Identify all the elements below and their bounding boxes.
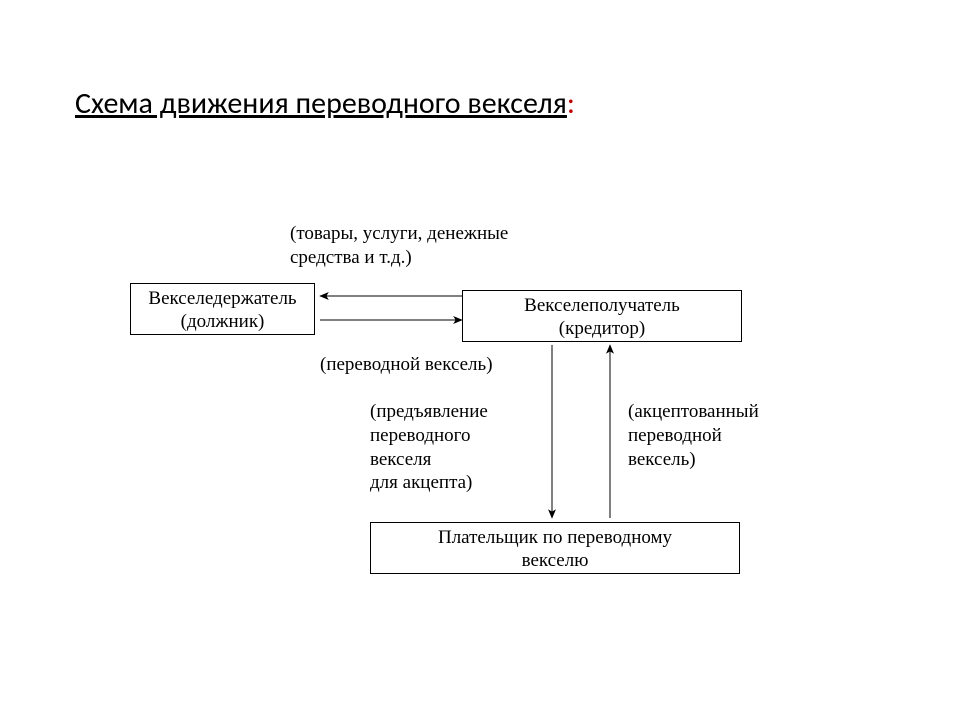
title-underlined: Схема движения переводного векселя [75, 85, 567, 122]
label-mid: (переводной вексель) [320, 353, 493, 377]
node-payer-line1: Плательщик по переводному [379, 527, 731, 550]
node-holder-line2: (должник) [139, 311, 306, 334]
node-holder: Векселедержатель (должник) [130, 283, 315, 335]
label-top: (товары, услуги, денежные средства и т.д… [290, 222, 508, 270]
node-payer: Плательщик по переводному векселю [370, 522, 740, 574]
node-holder-line1: Векселедержатель [139, 288, 306, 311]
title-colon: : [567, 85, 575, 122]
node-receiver-line2: (кредитор) [471, 318, 733, 341]
label-left: (предъявление переводного векселя для ак… [370, 400, 488, 495]
page-title: Схема движения переводного векселя: [75, 85, 575, 122]
node-receiver-line1: Векселеполучатель [471, 295, 733, 318]
label-right: (акцептованный переводной вексель) [628, 400, 759, 471]
node-receiver: Векселеполучатель (кредитор) [462, 290, 742, 342]
diagram-stage: Схема движения переводного векселя: Векс… [0, 0, 960, 720]
node-payer-line2: векселю [379, 550, 731, 573]
